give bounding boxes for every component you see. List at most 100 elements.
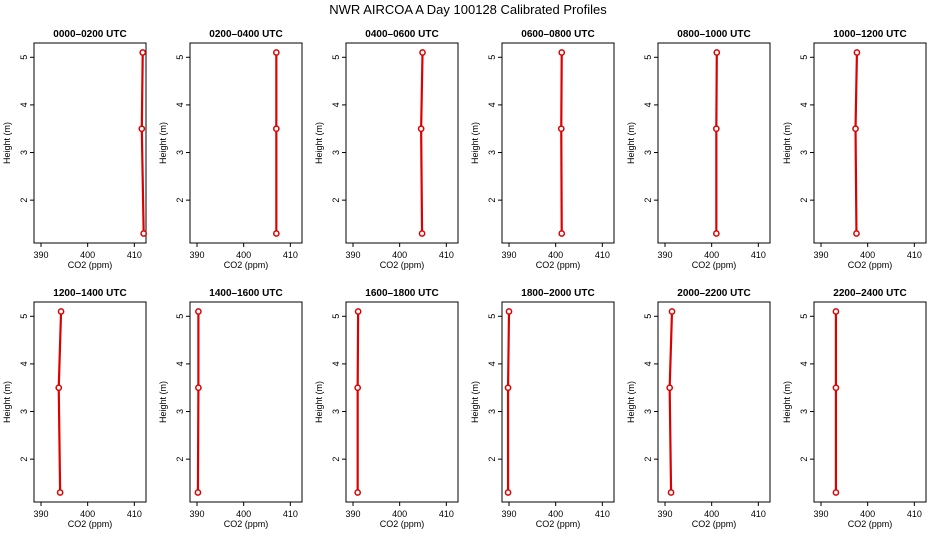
- panel-title: 0000–0200 UTC: [53, 29, 126, 40]
- y-tick-label: 5: [799, 55, 809, 60]
- profile-panel: 2000–2200 UTC 390 400 410 2 3 4 5 CO2 (ppm) Heigh…: [626, 288, 771, 529]
- y-axis-label: Height (m): [470, 381, 480, 423]
- data-point: [852, 125, 859, 133]
- y-axis-label: Height (m): [314, 122, 324, 164]
- x-tick-label: 410: [907, 509, 922, 519]
- y-tick-label: 5: [19, 55, 29, 60]
- profile-panel: 2200–2400 UTC 390 400 410 2 3 4 5 CO2 (ppm) Heigh…: [782, 288, 927, 529]
- data-point: [853, 230, 860, 237]
- x-axis-label: CO2 (ppm): [692, 260, 737, 270]
- profile-line: [57, 311, 63, 388]
- y-tick-label: 2: [331, 457, 341, 462]
- y-tick-label: 4: [331, 361, 341, 366]
- plot-frame: [189, 42, 303, 244]
- profile-line: [854, 52, 859, 129]
- y-axis-label: Height (m): [2, 381, 12, 423]
- x-tick-label: 410: [439, 250, 454, 260]
- y-tick-label: 3: [331, 409, 341, 414]
- x-tick-label: 410: [127, 509, 142, 519]
- profile-panel: 1800–2000 UTC 390 400 410 2 3 4 5 CO2 (ppm) Heigh…: [470, 288, 615, 529]
- x-axis-label: CO2 (ppm): [692, 519, 737, 529]
- y-tick-label: 2: [331, 198, 341, 203]
- data-point: [138, 125, 146, 133]
- x-tick-label: 400: [704, 509, 719, 519]
- data-point: [194, 489, 202, 496]
- data-point: [354, 489, 362, 496]
- x-tick-label: 390: [501, 250, 516, 260]
- data-point: [557, 125, 565, 133]
- y-tick-label: 3: [331, 150, 341, 155]
- profile-panel: 1400–1600 UTC 390 400 410 2 3 4 5 CO2 (ppm) Heigh…: [158, 288, 303, 529]
- x-tick-label: 390: [657, 509, 672, 519]
- figure-title: NWR AIRCOA A Day 100128 Calibrated Profi…: [329, 2, 607, 17]
- data-point: [417, 125, 425, 133]
- plot-frame: [33, 301, 147, 503]
- panel-title: 1200–1400 UTC: [53, 288, 126, 299]
- data-point: [272, 125, 280, 133]
- x-tick-label: 410: [595, 509, 610, 519]
- profile-panel: 0200–0400 UTC 390 400 410 2 3 4 5 CO2 (ppm) Heigh…: [158, 29, 303, 270]
- data-point: [668, 308, 676, 315]
- y-axis-label: Height (m): [626, 122, 636, 164]
- y-tick-label: 4: [643, 361, 653, 366]
- profile-panel: 0000–0200 UTC 390 400 410 2 3 4 5 CO2 (ppm) Heigh…: [2, 29, 148, 270]
- x-tick-label: 400: [548, 250, 563, 260]
- profile-line: [140, 52, 144, 129]
- y-tick-label: 4: [175, 361, 185, 366]
- x-tick-label: 390: [33, 250, 48, 260]
- panel-title: 1400–1600 UTC: [209, 288, 282, 299]
- x-axis-label: CO2 (ppm): [380, 519, 425, 529]
- x-tick-label: 400: [548, 509, 563, 519]
- plot-frame: [345, 42, 459, 244]
- y-tick-label: 4: [799, 102, 809, 107]
- data-point: [832, 489, 840, 496]
- y-axis-label: Height (m): [470, 122, 480, 164]
- y-tick-label: 4: [19, 361, 29, 366]
- y-tick-label: 4: [19, 102, 29, 107]
- profile-line: [420, 52, 424, 129]
- data-point: [140, 230, 148, 237]
- x-tick-label: 410: [595, 250, 610, 260]
- y-tick-label: 3: [487, 150, 497, 155]
- x-tick-label: 390: [813, 250, 828, 260]
- data-point: [56, 489, 64, 496]
- x-tick-label: 390: [657, 250, 672, 260]
- y-tick-label: 5: [331, 55, 341, 60]
- profile-panels: 0000–0200 UTC 390 400 410 2 3 4 5 CO2 (ppm) Heigh…: [2, 29, 927, 529]
- y-tick-label: 3: [643, 150, 653, 155]
- x-tick-label: 400: [860, 509, 875, 519]
- x-axis-label: CO2 (ppm): [68, 519, 113, 529]
- plot-frame: [813, 42, 927, 244]
- x-axis-label: CO2 (ppm): [224, 260, 269, 270]
- y-tick-label: 3: [799, 409, 809, 414]
- data-point: [354, 384, 362, 392]
- profile-panel: 0400–0600 UTC 390 400 410 2 3 4 5 CO2 (ppm) Heigh…: [314, 29, 459, 270]
- data-point: [139, 49, 147, 56]
- x-axis-label: CO2 (ppm): [68, 260, 113, 270]
- profile-panel: 1600–1800 UTC 390 400 410 2 3 4 5 CO2 (ppm) Heigh…: [314, 288, 459, 529]
- y-tick-label: 5: [799, 314, 809, 319]
- y-tick-label: 3: [643, 409, 653, 414]
- panel-title: 1600–1800 UTC: [365, 288, 438, 299]
- x-axis-label: CO2 (ppm): [848, 260, 893, 270]
- data-point: [712, 125, 720, 133]
- x-tick-label: 390: [189, 509, 204, 519]
- y-tick-label: 2: [799, 457, 809, 462]
- y-tick-label: 3: [487, 409, 497, 414]
- x-axis-label: CO2 (ppm): [536, 260, 581, 270]
- x-tick-label: 410: [907, 250, 922, 260]
- y-tick-label: 4: [487, 102, 497, 107]
- x-tick-label: 410: [751, 250, 766, 260]
- y-tick-label: 3: [799, 150, 809, 155]
- x-axis-label: CO2 (ppm): [536, 519, 581, 529]
- x-tick-label: 410: [283, 509, 298, 519]
- x-tick-label: 400: [236, 509, 251, 519]
- x-tick-label: 390: [813, 509, 828, 519]
- profile-line: [420, 128, 424, 234]
- y-axis-label: Height (m): [158, 122, 168, 164]
- x-tick-label: 400: [392, 250, 407, 260]
- panel-title: 0800–1000 UTC: [677, 29, 750, 40]
- panel-title: 0600–0800 UTC: [521, 29, 594, 40]
- y-tick-label: 5: [175, 314, 185, 319]
